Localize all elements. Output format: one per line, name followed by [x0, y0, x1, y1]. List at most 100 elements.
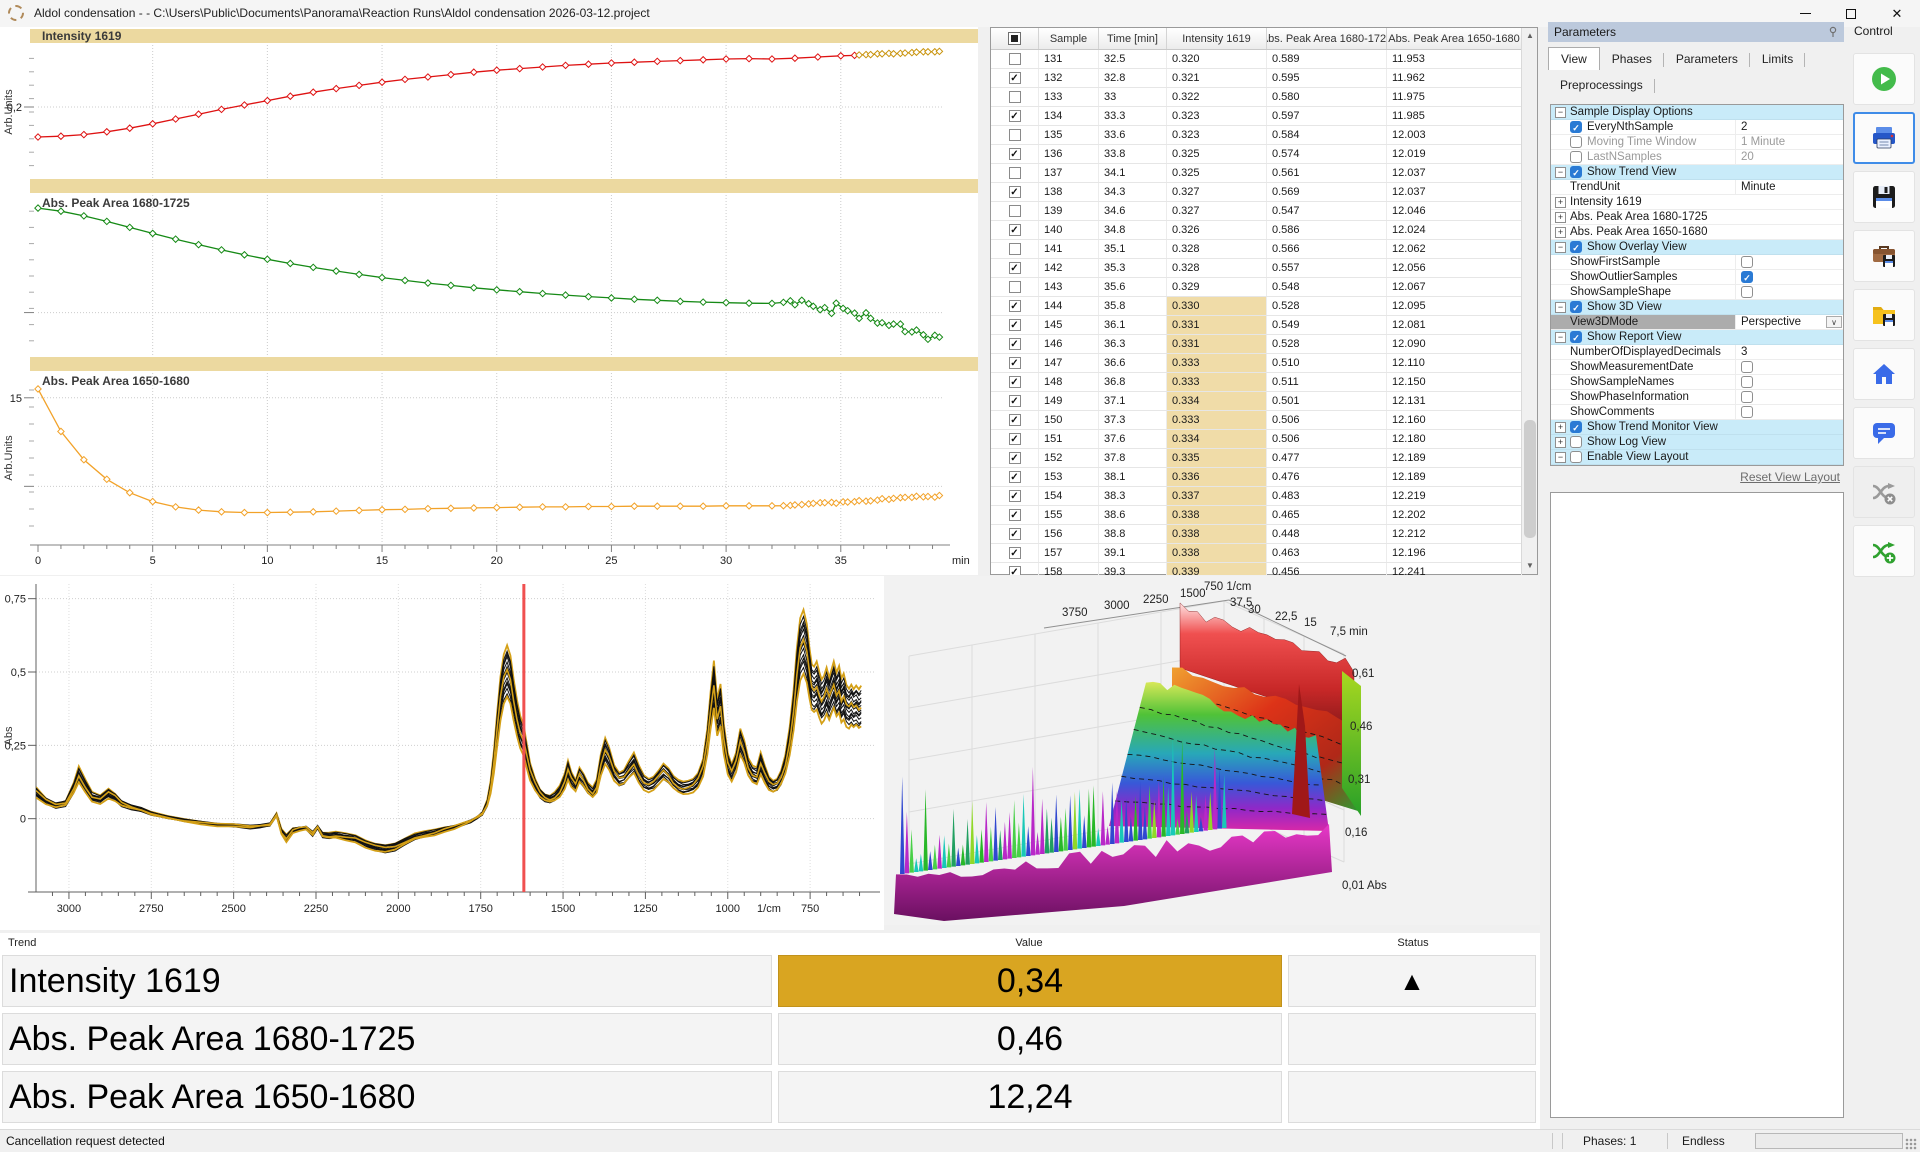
expand-toggle-icon[interactable]: − — [1555, 451, 1566, 463]
tab-preprocessings[interactable]: Preprocessings — [1548, 74, 1655, 96]
tree-item-view3dmode[interactable]: View3DMode Perspective ∨ — [1551, 315, 1843, 330]
row-checkbox[interactable]: ✓ — [1008, 490, 1021, 502]
tree-item-abs-peak-area-1680-1725[interactable]: + Abs. Peak Area 1680-1725 — [1551, 210, 1843, 225]
row-checkbox[interactable]: ✓ — [1008, 357, 1021, 369]
row-checkbox[interactable] — [1008, 91, 1021, 103]
table-row[interactable]: 133 33 0.322 0.580 11.975 — [991, 88, 1522, 107]
row-checkbox[interactable]: ✓ — [1008, 471, 1021, 483]
tree-item-value[interactable]: 20 — [1735, 150, 1843, 164]
checkbox[interactable]: ✓ — [1570, 421, 1582, 433]
row-checkbox[interactable]: ✓ — [1008, 300, 1021, 312]
expand-toggle-icon[interactable]: − — [1555, 166, 1566, 178]
row-checkbox[interactable]: ✓ — [1008, 547, 1021, 559]
checkbox[interactable] — [1741, 361, 1753, 373]
checkbox[interactable]: ✓ — [1741, 271, 1753, 283]
row-checkbox[interactable]: ✓ — [1008, 376, 1021, 388]
row-checkbox[interactable]: ✓ — [1008, 148, 1021, 160]
tree-item-show-overlay-view[interactable]: − ✓ Show Overlay View — [1551, 240, 1843, 255]
table-row[interactable]: ✓ 158 39.3 0.339 0.456 12.241 — [991, 563, 1522, 575]
tree-item-abs-peak-area-1650-1680[interactable]: + Abs. Peak Area 1650-1680 — [1551, 225, 1843, 240]
save-button[interactable] — [1853, 171, 1915, 223]
tree-item-moving-time-window[interactable]: Moving Time Window 1 Minute — [1551, 135, 1843, 150]
checkbox[interactable]: ✓ — [1570, 241, 1582, 253]
checkbox[interactable] — [1570, 451, 1582, 463]
table-row[interactable]: ✓ 154 38.3 0.337 0.483 12.219 — [991, 487, 1522, 506]
row-checkbox[interactable]: ✓ — [1008, 72, 1021, 84]
table-row[interactable]: ✓ 153 38.1 0.336 0.476 12.189 — [991, 468, 1522, 487]
home-button[interactable] — [1853, 348, 1915, 400]
tree-item-enable-view-layout[interactable]: − Enable View Layout — [1551, 450, 1843, 465]
tree-item-sample-display-options[interactable]: − Sample Display Options — [1551, 105, 1843, 120]
col-sample[interactable]: Sample — [1039, 28, 1099, 49]
col-abs-1680-1725[interactable]: Abs. Peak Area 1680-1725 — [1267, 28, 1387, 49]
tree-item-value[interactable]: 1 Minute — [1735, 135, 1843, 149]
start-run-button[interactable] — [1853, 53, 1915, 105]
row-checkbox[interactable]: ✓ — [1008, 224, 1021, 236]
table-row[interactable]: ✓ 147 36.6 0.333 0.510 12.110 — [991, 354, 1522, 373]
tree-item-showmeasurementdate[interactable]: ShowMeasurementDate — [1551, 360, 1843, 375]
table-row[interactable]: ✓ 152 37.8 0.335 0.477 12.189 — [991, 449, 1522, 468]
pin-icon[interactable] — [1828, 26, 1838, 38]
table-row[interactable]: ✓ 155 38.6 0.338 0.465 12.202 — [991, 506, 1522, 525]
table-row[interactable]: 135 33.6 0.323 0.584 12.003 — [991, 126, 1522, 145]
close-button[interactable]: ✕ — [1891, 5, 1903, 21]
table-row[interactable]: 131 32.5 0.320 0.589 11.953 — [991, 50, 1522, 69]
row-checkbox[interactable] — [1008, 167, 1021, 179]
checkbox[interactable] — [1570, 436, 1582, 448]
table-row[interactable]: ✓ 146 36.3 0.331 0.528 12.090 — [991, 335, 1522, 354]
checkbox[interactable] — [1741, 376, 1753, 388]
row-checkbox[interactable] — [1008, 205, 1021, 217]
table-row[interactable]: ✓ 150 37.3 0.333 0.506 12.160 — [991, 411, 1522, 430]
expand-toggle-icon[interactable]: + — [1555, 421, 1566, 433]
maximize-button[interactable] — [1828, 0, 1874, 27]
col-abs-1650-1680[interactable]: Abs. Peak Area 1650-1680 — [1387, 28, 1522, 49]
row-checkbox[interactable]: ✓ — [1008, 262, 1021, 274]
view-3d-panel[interactable]: 3750 3000 2250 1500 750 1/cm 37,5 30 22,5 15 7,5 … — [884, 576, 1540, 925]
tree-item-trendunit[interactable]: TrendUnit Minute — [1551, 180, 1843, 195]
expand-toggle-icon[interactable]: − — [1555, 241, 1566, 253]
expand-toggle-icon[interactable]: + — [1555, 211, 1566, 223]
table-row[interactable]: ✓ 140 34.8 0.326 0.586 12.024 — [991, 221, 1522, 240]
table-row[interactable]: ✓ 149 37.1 0.334 0.501 12.131 — [991, 392, 1522, 411]
table-scrollbar[interactable]: ▲ ▼ — [1521, 28, 1537, 574]
checkbox[interactable] — [1741, 391, 1753, 403]
expand-toggle-icon[interactable]: − — [1555, 301, 1566, 313]
table-row[interactable]: ✓ 156 38.8 0.338 0.448 12.212 — [991, 525, 1522, 544]
select-all-checkbox[interactable] — [1008, 32, 1021, 45]
row-checkbox[interactable]: ✓ — [1008, 528, 1021, 540]
tab-phases[interactable]: Phases — [1600, 48, 1664, 70]
tree-item-show-log-view[interactable]: + Show Log View — [1551, 435, 1843, 450]
table-row[interactable]: ✓ 138 34.3 0.327 0.569 12.037 — [991, 183, 1522, 202]
print-report-button[interactable] — [1853, 112, 1915, 164]
view3dmode-dropdown[interactable]: Perspective ∨ — [1735, 315, 1843, 329]
tree-item-showfirstsample[interactable]: ShowFirstSample — [1551, 255, 1843, 270]
table-row[interactable]: ✓ 148 36.8 0.333 0.511 12.150 — [991, 373, 1522, 392]
chevron-down-icon[interactable]: ∨ — [1826, 316, 1842, 328]
tree-item-showcomments[interactable]: ShowComments — [1551, 405, 1843, 420]
checkbox[interactable]: ✓ — [1570, 331, 1582, 343]
tree-item-intensity-1619[interactable]: + Intensity 1619 — [1551, 195, 1843, 210]
table-row[interactable]: 141 35.1 0.328 0.566 12.062 — [991, 240, 1522, 259]
row-checkbox[interactable] — [1008, 53, 1021, 65]
row-checkbox[interactable]: ✓ — [1008, 395, 1021, 407]
table-row[interactable]: 139 34.6 0.327 0.547 12.046 — [991, 202, 1522, 221]
reset-view-layout-link[interactable]: Reset View Layout — [1740, 470, 1840, 484]
row-checkbox[interactable]: ✓ — [1008, 110, 1021, 122]
trend-view-panel[interactable]: Intensity 1619 Abs. Peak Area 1680-1725 Ab… — [0, 27, 978, 575]
resize-grip[interactable] — [1905, 1138, 1917, 1150]
tab-view[interactable]: View — [1548, 47, 1600, 70]
table-row[interactable]: ✓ 144 35.8 0.330 0.528 12.095 — [991, 297, 1522, 316]
tree-item-value[interactable]: 3 — [1735, 345, 1843, 359]
tree-item-showsampleshape[interactable]: ShowSampleShape — [1551, 285, 1843, 300]
row-checkbox[interactable]: ✓ — [1008, 186, 1021, 198]
expand-toggle-icon[interactable]: − — [1555, 331, 1566, 343]
table-row[interactable]: 137 34.1 0.325 0.561 12.037 — [991, 164, 1522, 183]
table-row[interactable]: ✓ 142 35.3 0.328 0.557 12.056 — [991, 259, 1522, 278]
tree-item-everynthsample[interactable]: ✓ EveryNthSample 2 — [1551, 120, 1843, 135]
row-checkbox[interactable] — [1008, 243, 1021, 255]
checkbox[interactable] — [1741, 406, 1753, 418]
save-project-button[interactable] — [1853, 230, 1915, 282]
row-checkbox[interactable] — [1008, 129, 1021, 141]
checkbox[interactable] — [1570, 151, 1582, 163]
row-checkbox[interactable]: ✓ — [1008, 566, 1021, 575]
